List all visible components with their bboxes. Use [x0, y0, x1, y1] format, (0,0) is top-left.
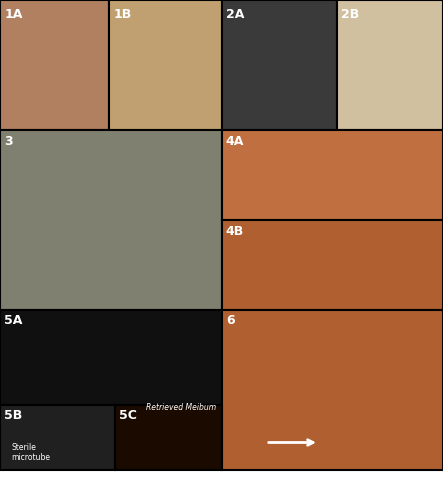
Bar: [222, 130, 443, 220]
Bar: [222, 310, 443, 470]
Text: Retrieved Meibum: Retrieved Meibum: [146, 404, 216, 412]
Bar: [115, 405, 222, 470]
Text: 1A: 1A: [4, 8, 23, 20]
Text: 5B: 5B: [4, 409, 23, 422]
Bar: [0, 310, 222, 405]
Text: 6: 6: [226, 314, 234, 327]
Text: 4B: 4B: [226, 225, 244, 238]
Text: 3: 3: [4, 135, 13, 148]
Bar: [109, 0, 222, 130]
Bar: [0, 405, 115, 470]
Bar: [0, 130, 222, 310]
Bar: [0, 0, 109, 130]
Text: Sterile
microtube: Sterile microtube: [11, 443, 50, 462]
Text: 5A: 5A: [4, 314, 23, 327]
Text: 1B: 1B: [114, 8, 132, 20]
Bar: [222, 0, 337, 130]
Text: 4A: 4A: [226, 135, 244, 148]
Text: 5C: 5C: [119, 409, 136, 422]
Text: 2B: 2B: [341, 8, 359, 20]
Bar: [222, 220, 443, 310]
Text: 2A: 2A: [226, 8, 244, 20]
Bar: [337, 0, 443, 130]
